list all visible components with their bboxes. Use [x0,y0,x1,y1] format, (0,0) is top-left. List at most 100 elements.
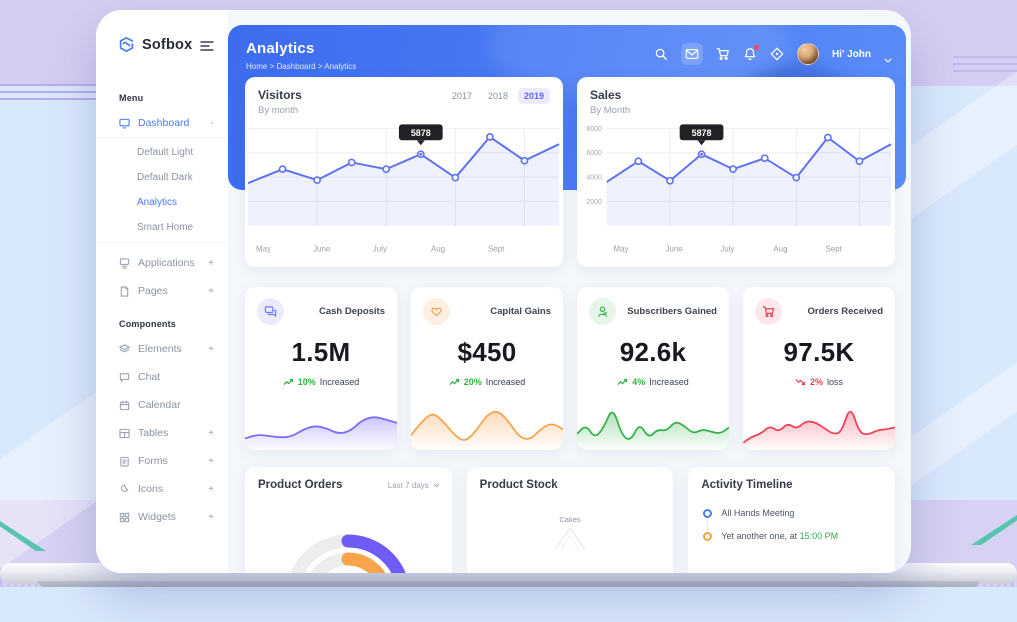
svg-text:5878: 5878 [692,128,712,138]
sidebar-item-forms[interactable]: Forms + [96,447,228,475]
sidebar-item-tables[interactable]: Tables + [96,419,228,447]
user-icon [589,298,616,325]
menu-section-label: Menu [96,93,228,103]
sidebar-item-label: Tables [138,427,208,439]
trend-word: Increased [320,377,360,387]
expand-indicator: + [208,286,214,297]
sidebar-item-label: Pages [138,285,208,297]
chat-icon [119,372,130,383]
svg-text:May: May [256,245,271,254]
trend-up-icon [449,378,460,386]
cash-sparkline [245,396,397,450]
sidebar-nav: Dashboard - Default Light Default Dark A… [96,109,228,305]
sidebar-components-nav: Elements + Chat Calendar [96,335,228,531]
sidebar-item-chat[interactable]: Chat [96,363,228,391]
charts-row: Visitors By month 2017 2018 2019 5878 May… [245,77,895,267]
svg-text:4000: 4000 [586,175,602,182]
forms-icon [119,456,130,467]
timeline-text: Yet another one, at 15:00 PM [721,531,838,541]
bg-accent-lines [953,56,1017,74]
card-subtitle: By Month [590,105,630,116]
card-title: Product Stock [480,479,558,491]
sidebar-item-icons[interactable]: Icons + [96,475,228,503]
app-window: Sofbox Menu Dashboard - Default Light De… [96,10,911,573]
sales-heading: Sales By Month [590,88,630,116]
tab-2018[interactable]: 2018 [482,88,514,104]
shopping-cart-icon [755,298,782,325]
expand-indicator: + [208,258,214,269]
pages-icon [119,286,130,297]
collapse-indicator: - [211,118,214,129]
sidebar-item-label: Dashboard [138,117,211,129]
sidebar-item-label: Calendar [138,399,214,411]
range-label: Last 7 days [388,481,429,490]
trend-up-icon [617,378,628,386]
sidebar-item-label: Forms [138,455,208,467]
menu-toggle-icon[interactable] [200,39,214,51]
trend-percent: 20% [464,377,482,387]
tab-2019[interactable]: 2019 [518,88,550,104]
range-dropdown[interactable]: Last 7 days [388,481,440,490]
svg-text:May: May [614,245,629,254]
activity-timeline-card: Activity Timeline All Hands Meeting Yet … [688,467,895,573]
card-title: Visitors [258,88,302,102]
stat-value: 92.6k [577,337,729,368]
svg-text:Aug: Aug [773,245,787,254]
trend-word: Increased [649,377,689,387]
trend-percent: 2% [810,377,823,387]
stat-value: $450 [411,337,563,368]
chat-bubbles-icon [257,298,284,325]
logo-row: Sofbox [96,36,228,53]
sidebar-item-label: Elements [138,343,208,355]
svg-text:Sept: Sept [488,245,505,254]
product-orders-card: Product Orders Last 7 days [245,467,452,573]
sidebar-item-label: Applications [138,257,208,269]
applications-icon [119,258,130,269]
stat-title: Capital Gains [490,306,551,317]
tab-2017[interactable]: 2017 [446,88,478,104]
sidebar-item-elements[interactable]: Elements + [96,335,228,363]
elements-icon [119,344,130,355]
calendar-icon [119,400,130,411]
visitors-heading: Visitors By month [258,88,302,116]
stat-title: Cash Deposits [319,306,385,317]
cash-deposits-card: Cash Deposits 1.5M 10% Increased [245,287,397,450]
sidebar-item-smart-home[interactable]: Smart Home [96,215,228,240]
trend-percent: 10% [298,377,316,387]
capital-gains-card: Capital Gains $450 20% Increased [411,287,563,450]
sidebar-item-pages[interactable]: Pages + [96,277,228,305]
stats-row: Cash Deposits 1.5M 10% Increased [245,287,895,450]
sidebar: Sofbox Menu Dashboard - Default Light De… [96,10,228,573]
svg-text:July: July [373,245,387,254]
widgets-icon [119,512,130,523]
sidebar-item-analytics[interactable]: Analytics [96,190,228,215]
card-title: Activity Timeline [701,479,792,491]
icons-icon [119,484,130,495]
expand-indicator: + [208,512,214,523]
trend-up-icon [283,378,294,386]
svg-text:Aug: Aug [431,245,445,254]
svg-text:June: June [313,245,331,254]
sidebar-item-default-dark[interactable]: Default Dark [96,165,228,190]
sidebar-item-dashboard[interactable]: Dashboard - [96,109,228,137]
product-stock-card: Product Stock Cakes [467,467,674,573]
svg-text:6000: 6000 [586,150,602,157]
card-title: Sales [590,88,630,102]
sidebar-item-applications[interactable]: Applications + [96,249,228,277]
trend-word: loss [827,377,843,387]
sidebar-item-calendar[interactable]: Calendar [96,391,228,419]
sidebar-item-label: Icons [138,483,208,495]
components-section-label: Components [96,319,228,329]
svg-text:July: July [720,245,734,254]
sofbox-logo-icon [118,36,135,53]
expand-indicator: + [208,344,214,355]
heart-icon [423,298,450,325]
sidebar-item-default-light[interactable]: Default Light [96,140,228,165]
radar-axis-label: Cakes [467,515,674,524]
dashboard-submenu: Default Light Default Dark Analytics Sma… [96,137,228,243]
expand-indicator: + [208,428,214,439]
trend-word: Increased [486,377,526,387]
sidebar-item-widgets[interactable]: Widgets + [96,503,228,531]
